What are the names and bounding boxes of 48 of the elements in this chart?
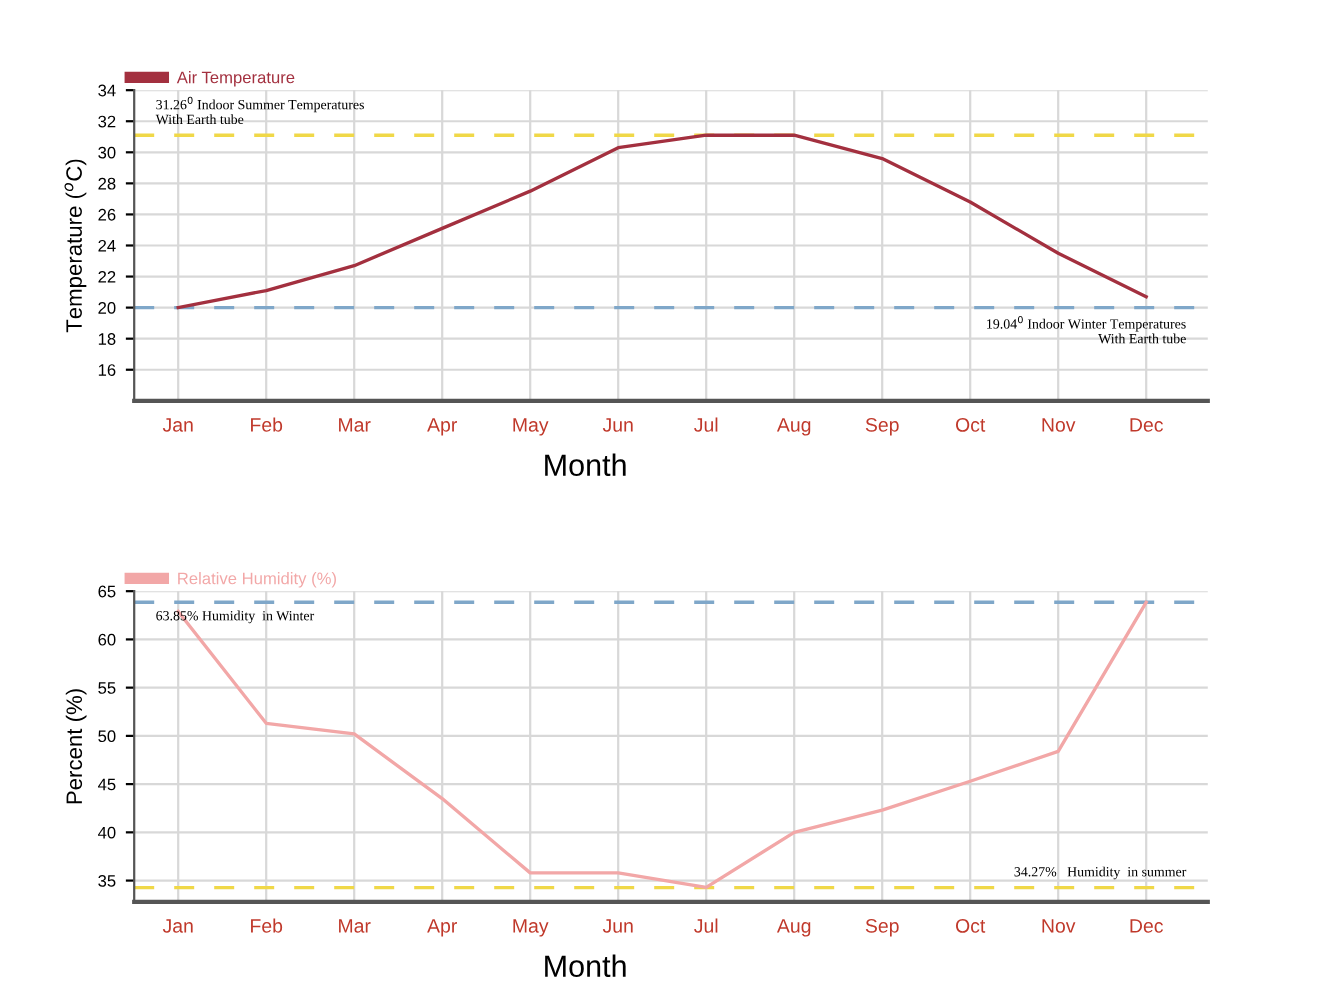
x-tick-label: Dec xyxy=(1130,418,1163,432)
y-tick-label: 55 xyxy=(98,682,116,694)
x-tick-label: Aug xyxy=(776,418,811,436)
y-tick-label: 35 xyxy=(98,874,116,887)
x-tick-label: Jan xyxy=(162,919,193,933)
x-tick-label: Jun xyxy=(602,418,633,432)
x-tick-label: May xyxy=(513,919,549,937)
x-axis-title: Month xyxy=(545,453,626,477)
x-tick-label: Feb xyxy=(251,918,283,933)
text: Air Temperature xyxy=(176,71,295,87)
x-tick-label: Nov xyxy=(1042,919,1076,933)
y-tick-label: 30 xyxy=(98,146,116,159)
x-tick-label: Feb xyxy=(251,417,283,432)
x-tick-label: Jul xyxy=(694,918,718,933)
x-tick-label: Dec xyxy=(1130,919,1163,933)
y-tick-label: 26 xyxy=(98,208,116,221)
y-tick-label: 20 xyxy=(98,302,116,314)
series-label: Relative Humidity (%) xyxy=(178,572,336,588)
y-tick-label: 65 xyxy=(98,585,116,598)
y-tick-label: 50 xyxy=(98,730,116,743)
x-tick-label: Mar xyxy=(339,919,371,933)
y-tick-label: 28 xyxy=(98,177,116,190)
line-series xyxy=(176,133,1148,310)
y-tick-label: 34 xyxy=(98,84,116,97)
x-tick-label: Jul xyxy=(694,417,718,432)
x-tick-label: Aug xyxy=(776,919,811,937)
y-tick-label: 32 xyxy=(98,115,116,128)
y-tick-label: 22 xyxy=(98,270,116,283)
x-tick-label: Jan xyxy=(162,418,193,432)
x-tick-label: Apr xyxy=(427,418,458,436)
x-tick-label: Oct xyxy=(956,417,986,432)
x-tick-label: Oct xyxy=(956,918,986,933)
x-axis-title: Month xyxy=(545,954,626,978)
x-tick-label: Sep xyxy=(865,918,899,937)
y-tick-label: 60 xyxy=(98,633,116,646)
y-axis-title: Temperature ($^{o}$C) xyxy=(64,159,87,333)
y-tick-label: 40 xyxy=(97,826,116,839)
x-tick-label: Mar xyxy=(339,418,371,432)
y-tick-label: 24 xyxy=(98,239,116,252)
x-tick-label: Nov xyxy=(1042,418,1076,432)
y-tick-label: 16 xyxy=(98,364,116,376)
y-tick-label: 45 xyxy=(97,778,116,791)
x-tick-label: May xyxy=(513,418,549,436)
x-tick-label: Sep xyxy=(865,417,899,436)
x-tick-label: Apr xyxy=(427,919,458,937)
x-tick-label: Jun xyxy=(602,919,633,933)
y-axis-title: Percent (%) xyxy=(65,689,87,804)
y-tick-label: 18 xyxy=(98,333,116,345)
